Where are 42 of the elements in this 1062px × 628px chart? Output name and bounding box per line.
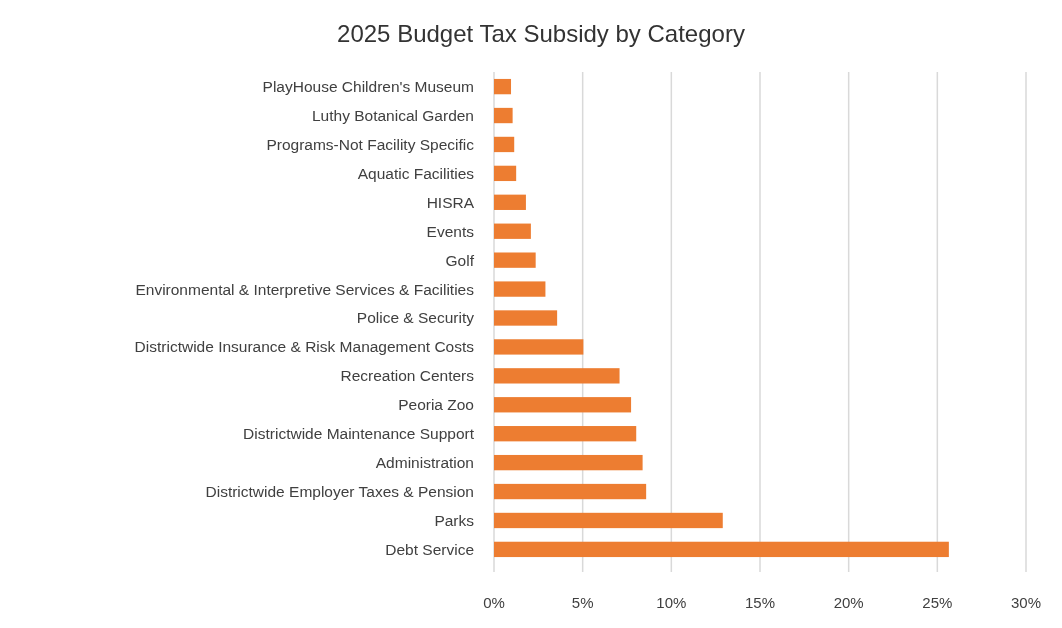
bar	[494, 541, 949, 558]
y-tick-label: Environmental & Interpretive Services & Facilities	[135, 280, 475, 298]
y-tick-label: Aquatic Facilities	[357, 164, 475, 182]
bar	[494, 194, 526, 210]
y-tick-label: Districtwide Maintenance Support	[243, 425, 475, 443]
y-tick-label: Districtwide Insurance & Risk Management Costs	[134, 338, 475, 356]
bar	[494, 339, 584, 355]
y-tick-label: Recreation Centers	[340, 367, 475, 385]
x-tick-label: 0%	[483, 594, 505, 611]
bar	[494, 223, 531, 239]
bar	[494, 426, 637, 442]
bar	[494, 397, 632, 413]
bar	[494, 368, 620, 384]
y-tick-label: Administration	[375, 454, 474, 472]
x-tick-label: 20%	[833, 594, 864, 611]
bar	[494, 454, 643, 471]
x-tick-label: 10%	[656, 594, 687, 611]
y-tick-label: Luthy Botanical Garden	[312, 106, 474, 124]
bar	[494, 310, 558, 326]
bar	[494, 107, 513, 124]
y-tick-label: Debt Service	[385, 540, 474, 558]
bar	[494, 165, 517, 182]
x-tick-label: 15%	[744, 594, 776, 611]
y-tick-label: Events	[426, 222, 475, 240]
y-tick-label: PlayHouse Children's Museum	[262, 78, 474, 96]
y-tick-label: HISRA	[426, 193, 475, 211]
bar	[494, 512, 723, 529]
x-tick-label: 5%	[571, 594, 594, 611]
y-tick-label: Parks	[434, 511, 475, 529]
bar	[494, 78, 512, 95]
bar	[494, 252, 536, 268]
bar	[494, 483, 647, 500]
bar	[494, 136, 515, 153]
y-tick-label: Districtwide Employer Taxes & Pension	[205, 482, 474, 500]
bar	[494, 281, 546, 297]
y-tick-label: Peoria Zoo	[398, 396, 474, 414]
x-tick-label: 25%	[922, 594, 953, 611]
y-tick-label: Programs-Not Facility Specific	[266, 135, 475, 153]
chart-title: 2025 Budget Tax Subsidy by Category	[337, 20, 745, 47]
y-tick-label: Golf	[445, 251, 475, 269]
x-tick-label: 30%	[1010, 594, 1042, 611]
y-tick-label: Police & Security	[356, 309, 475, 327]
